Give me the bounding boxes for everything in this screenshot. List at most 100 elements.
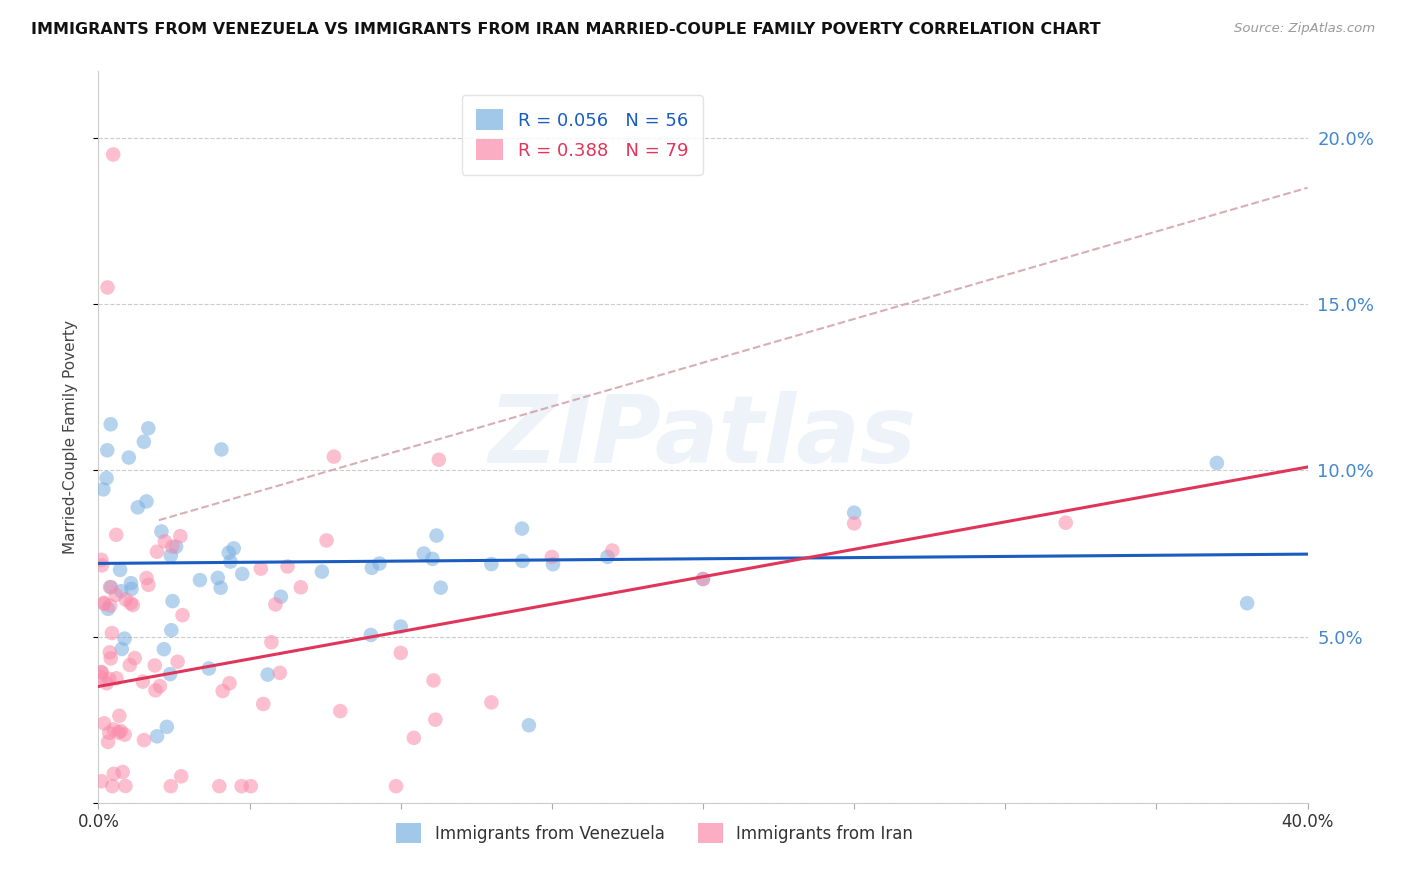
Point — [96, 443, 118, 458]
Point — [222, 541, 245, 556]
Point — [239, 779, 262, 793]
Point — [90, 774, 112, 789]
Point — [160, 624, 183, 638]
Point — [120, 596, 142, 610]
Point — [111, 642, 134, 657]
Point — [101, 779, 124, 793]
Point — [692, 572, 714, 586]
Point — [149, 679, 172, 693]
Point — [93, 596, 115, 610]
Point — [121, 582, 143, 596]
Point — [124, 651, 146, 665]
Point — [90, 553, 112, 567]
Point — [98, 645, 121, 659]
Point — [270, 590, 292, 604]
Point — [146, 729, 169, 743]
Point — [481, 695, 503, 709]
Point — [146, 545, 169, 559]
Point — [153, 534, 176, 549]
Point — [105, 671, 128, 685]
Point — [100, 580, 122, 594]
Point — [150, 524, 173, 539]
Point — [135, 494, 157, 508]
Point — [329, 704, 352, 718]
Point — [108, 708, 131, 723]
Point — [91, 558, 114, 573]
Point — [138, 578, 160, 592]
Point — [211, 684, 233, 698]
Point — [389, 619, 412, 633]
Point — [103, 767, 125, 781]
Point — [169, 529, 191, 543]
Point — [218, 676, 240, 690]
Point — [481, 557, 503, 571]
Point — [844, 516, 866, 531]
Point — [159, 667, 181, 681]
Point — [517, 718, 540, 732]
Point — [290, 580, 312, 594]
Point — [105, 528, 128, 542]
Point — [209, 581, 232, 595]
Point — [143, 658, 166, 673]
Point — [322, 450, 344, 464]
Point — [1236, 596, 1258, 610]
Point — [219, 555, 242, 569]
Point — [162, 594, 184, 608]
Point — [422, 673, 444, 688]
Point — [844, 506, 866, 520]
Point — [602, 543, 624, 558]
Point — [103, 723, 125, 737]
Point — [118, 658, 141, 673]
Point — [231, 566, 253, 581]
Point — [360, 561, 382, 575]
Point — [252, 697, 274, 711]
Point — [429, 581, 451, 595]
Point — [132, 733, 155, 747]
Point — [510, 522, 533, 536]
Point — [96, 676, 118, 690]
Text: ZIPatlas: ZIPatlas — [489, 391, 917, 483]
Point — [218, 546, 240, 560]
Point — [170, 769, 193, 783]
Point — [209, 442, 232, 457]
Point — [100, 417, 122, 432]
Point — [108, 563, 131, 577]
Point — [153, 642, 176, 657]
Point — [1054, 516, 1077, 530]
Point — [114, 779, 136, 793]
Y-axis label: Married-Couple Family Poverty: Married-Couple Family Poverty — [63, 320, 77, 554]
Point — [315, 533, 337, 548]
Point — [512, 554, 534, 568]
Point — [110, 584, 132, 599]
Point — [360, 628, 382, 642]
Point — [132, 434, 155, 449]
Point — [127, 500, 149, 515]
Point — [172, 608, 194, 623]
Point — [260, 635, 283, 649]
Point — [101, 626, 124, 640]
Point — [425, 713, 447, 727]
Point — [385, 779, 408, 793]
Point — [97, 602, 120, 616]
Point — [98, 580, 121, 594]
Point — [596, 549, 619, 564]
Point — [256, 667, 278, 681]
Point — [389, 646, 412, 660]
Point — [111, 764, 134, 779]
Point — [98, 672, 121, 686]
Point — [264, 598, 287, 612]
Point — [208, 779, 231, 793]
Point — [541, 558, 564, 572]
Point — [98, 599, 121, 613]
Point — [276, 559, 298, 574]
Point — [96, 471, 118, 485]
Point — [100, 651, 122, 665]
Point — [425, 528, 447, 542]
Legend: Immigrants from Venezuela, Immigrants from Iran: Immigrants from Venezuela, Immigrants fr… — [389, 817, 920, 849]
Point — [135, 571, 157, 585]
Point — [136, 421, 159, 435]
Point — [269, 665, 291, 680]
Point — [118, 450, 141, 465]
Point — [166, 655, 188, 669]
Point — [120, 576, 142, 591]
